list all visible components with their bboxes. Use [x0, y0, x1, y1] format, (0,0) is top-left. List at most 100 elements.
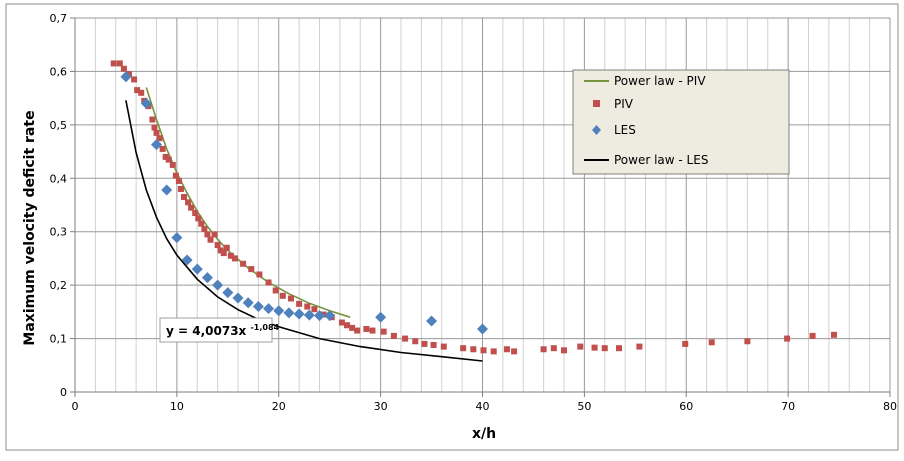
data-point-piv: [511, 348, 518, 355]
data-point-les: [151, 139, 162, 151]
data-point-piv: [470, 346, 477, 353]
data-point-piv: [220, 250, 227, 257]
y-axis-title: Maximum velocity deficit rate: [22, 110, 38, 345]
data-point-piv: [211, 231, 218, 238]
x-tick-label: 10: [170, 400, 184, 413]
data-point-les: [314, 310, 325, 322]
x-tick-label: 60: [679, 400, 693, 413]
data-point-les: [273, 305, 285, 317]
legend-label-power-law-les: Power law - LES: [614, 153, 708, 167]
data-point-piv: [708, 339, 715, 346]
data-point-les: [375, 311, 387, 323]
data-point-piv: [421, 340, 428, 347]
data-point-les: [283, 307, 295, 319]
x-tick-label: 30: [374, 400, 388, 413]
data-point-piv: [480, 347, 487, 354]
axes: [70, 17, 891, 397]
data-point-piv: [369, 327, 376, 334]
data-point-piv: [156, 135, 163, 142]
data-point-piv: [809, 332, 816, 339]
data-point-piv: [390, 332, 397, 339]
data-point-les: [324, 310, 336, 322]
y-tick-label: 0: [60, 386, 67, 399]
data-point-piv: [265, 279, 272, 286]
data-point-piv: [227, 252, 234, 259]
data-point-piv: [231, 255, 238, 262]
data-point-les: [477, 323, 488, 335]
data-point-piv: [380, 328, 387, 335]
data-point-piv: [131, 76, 138, 83]
data-point-piv: [354, 327, 361, 334]
data-point-piv: [311, 306, 318, 313]
data-point-piv: [181, 193, 188, 200]
data-point-piv: [110, 60, 117, 67]
data-point-piv: [175, 177, 182, 184]
data-point-piv: [192, 210, 199, 217]
data-point-les: [140, 97, 152, 109]
data-point-piv: [165, 156, 172, 163]
data-point-piv: [344, 322, 351, 329]
data-point-les: [263, 303, 275, 315]
data-point-piv: [304, 303, 311, 310]
data-point-piv: [151, 124, 158, 131]
data-point-piv: [636, 343, 643, 350]
data-point-les: [426, 315, 438, 327]
trendline-equation-label: y = 4,0073x -1,084: [159, 317, 280, 343]
y-tick-label: 0,6: [50, 65, 68, 78]
data-point-piv: [198, 220, 205, 227]
data-point-piv: [296, 300, 303, 307]
data-point-piv: [744, 338, 751, 345]
data-point-les: [120, 71, 132, 83]
data-point-piv: [195, 215, 202, 222]
legend: Power law - PIV PIV LES Power law - LES: [572, 69, 790, 175]
data-point-piv: [120, 65, 127, 72]
data-point-les: [303, 309, 315, 321]
data-point-piv: [591, 344, 598, 351]
data-point-piv: [162, 153, 169, 160]
y-tick-label: 0,7: [50, 12, 68, 25]
equation-text: y = 4,0073x -1,084: [166, 323, 280, 338]
data-point-piv: [349, 324, 356, 331]
data-point-piv: [363, 325, 370, 332]
data-point-piv: [188, 204, 195, 211]
data-point-piv: [561, 347, 567, 354]
data-point-les: [201, 272, 213, 284]
data-point-les: [242, 297, 254, 309]
data-point-piv: [550, 345, 557, 352]
x-tick-label: 70: [781, 400, 795, 413]
data-point-piv: [217, 247, 224, 254]
data-point-les: [181, 254, 193, 266]
x-tick-label: 80: [883, 400, 897, 413]
data-point-piv: [138, 89, 145, 96]
legend-swatch-les: [592, 125, 601, 135]
data-point-piv: [279, 292, 286, 299]
data-point-les: [161, 184, 173, 196]
legend-label-les: LES: [614, 123, 636, 137]
y-tick-label: 0,4: [50, 172, 68, 185]
data-point-piv: [412, 338, 419, 345]
data-point-piv: [682, 340, 689, 347]
y-tick-label: 0,2: [50, 279, 68, 292]
data-point-piv: [223, 244, 230, 251]
data-point-piv: [177, 185, 184, 192]
series-line-power-law-les: [125, 100, 483, 362]
data-point-piv: [214, 242, 221, 249]
data-point-piv: [287, 295, 294, 302]
data-point-piv: [185, 199, 192, 206]
equation-exponent: -1,084: [250, 323, 279, 332]
data-point-piv: [272, 287, 279, 294]
legend-swatch-piv: [593, 100, 600, 107]
data-point-piv: [201, 226, 208, 233]
data-point-les: [212, 279, 224, 291]
data-point-piv: [125, 71, 132, 78]
data-point-piv: [784, 335, 791, 342]
data-point-piv: [240, 260, 247, 267]
data-point-les: [232, 292, 244, 304]
data-point-piv: [490, 348, 497, 355]
y-tick-label: 0,1: [50, 333, 68, 346]
legend-label-power-law-piv: Power law - PIV: [614, 74, 706, 88]
data-point-piv: [616, 345, 623, 352]
equation-prefix: y = 4,0073x: [166, 324, 247, 338]
